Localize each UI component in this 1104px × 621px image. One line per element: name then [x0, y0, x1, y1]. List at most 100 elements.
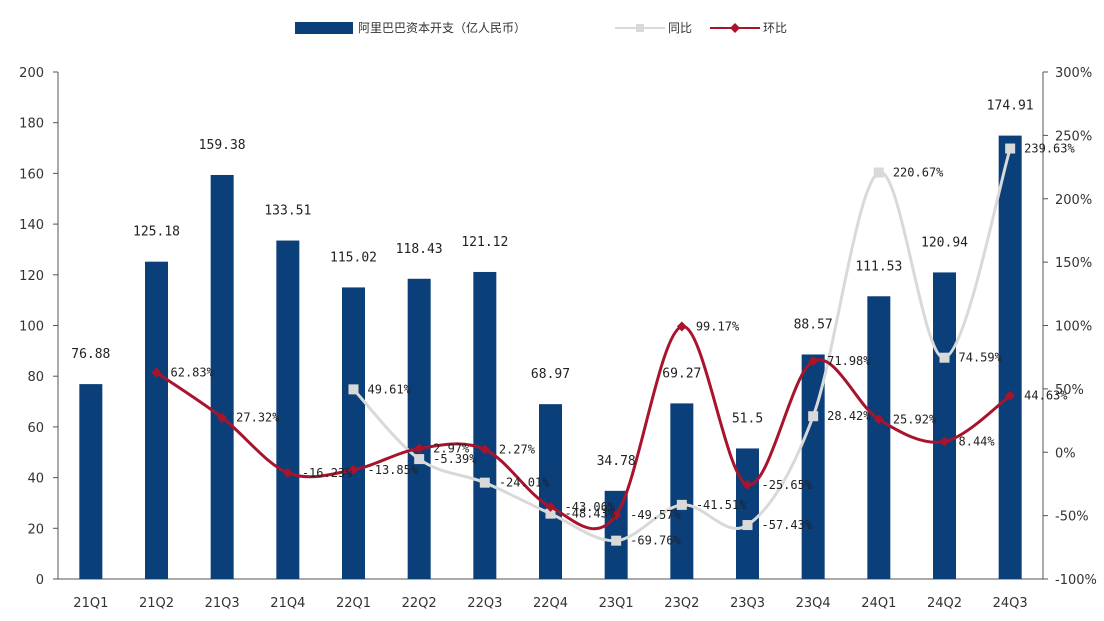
bar — [736, 448, 759, 579]
qoq-point-label: 8.44% — [959, 435, 996, 449]
left-tick-label: 160 — [19, 167, 44, 182]
yoy-point — [348, 384, 359, 395]
bar-value-label: 120.94 — [921, 235, 968, 250]
left-tick-label: 60 — [27, 421, 44, 436]
x-tick-label: 21Q3 — [205, 596, 240, 611]
yoy-point-label: 220.67% — [893, 166, 944, 180]
x-tick-label: 21Q1 — [73, 596, 108, 611]
qoq-point-label: 71.98% — [827, 354, 871, 368]
left-tick-label: 200 — [19, 66, 44, 81]
bar — [670, 403, 694, 579]
bar-value-label: 133.51 — [264, 204, 311, 219]
x-tick-label: 21Q4 — [270, 596, 305, 611]
qoq-point-label: -43.06% — [565, 500, 616, 514]
qoq-point-label: -49.57% — [630, 508, 681, 522]
bar — [801, 354, 825, 579]
bar — [867, 296, 891, 579]
left-tick-label: 20 — [27, 522, 44, 537]
right-tick-label: 0% — [1055, 446, 1076, 461]
qoq-point-label: -13.85% — [368, 463, 419, 477]
bar — [276, 240, 300, 579]
right-tick-label: 250% — [1055, 129, 1092, 144]
left-tick-label: 0 — [36, 573, 44, 588]
bar — [79, 384, 103, 579]
bar — [604, 490, 628, 579]
yoy-point — [676, 499, 687, 510]
yoy-point-label: 28.42% — [827, 409, 871, 423]
yoy-point-label: -5.39% — [433, 452, 477, 466]
bar — [210, 174, 234, 580]
qoq-point-label: 44.63% — [1024, 389, 1068, 403]
qoq-point-label: 27.32% — [236, 411, 280, 425]
yoy-point — [611, 535, 622, 546]
right-tick-label: 300% — [1055, 66, 1092, 81]
yoy-point — [742, 520, 753, 531]
yoy-point — [545, 508, 556, 519]
yoy-point — [808, 411, 819, 422]
yoy-point-label: 49.61% — [368, 382, 412, 396]
bar — [342, 287, 365, 579]
bar-value-label: 68.97 — [531, 367, 570, 382]
qoq-point — [676, 321, 687, 332]
yoy-point — [939, 352, 950, 363]
x-tick-label: 24Q3 — [993, 596, 1028, 611]
qoq-point — [151, 367, 162, 378]
x-tick-label: 21Q2 — [139, 596, 174, 611]
legend-yoy-marker — [636, 24, 644, 32]
qoq-point — [1005, 390, 1016, 401]
bar-value-label: 76.88 — [71, 347, 110, 362]
bar-value-label: 118.43 — [396, 242, 443, 257]
bar — [998, 135, 1022, 579]
bar-value-label: 88.57 — [794, 317, 833, 332]
bar-value-label: 69.27 — [662, 366, 701, 381]
x-tick-label: 22Q1 — [336, 596, 371, 611]
bar-value-label: 34.78 — [597, 454, 636, 469]
qoq-point — [282, 467, 293, 478]
yoy-point — [873, 167, 884, 178]
bar — [933, 272, 956, 579]
legend: 阿里巴巴资本开支（亿人民币） 同比 环比 — [295, 20, 787, 35]
x-tick-label: 23Q2 — [664, 596, 699, 611]
legend-qoq-marker — [730, 23, 740, 33]
qoq-point-label: 2.27% — [499, 442, 536, 456]
yoy-point-label: -48.43% — [565, 507, 616, 521]
bar — [473, 271, 497, 579]
qoq-point — [742, 479, 753, 490]
left-tick-label: 180 — [19, 117, 44, 132]
yoy-point-label: 74.59% — [959, 351, 1003, 365]
legend-yoy-label: 同比 — [668, 21, 692, 35]
right-tick-label: 50% — [1055, 383, 1084, 398]
bar — [145, 261, 168, 579]
qoq-point-label: 62.83% — [171, 366, 215, 380]
bar-value-label: 159.38 — [199, 138, 246, 153]
right-tick-label: 200% — [1055, 193, 1092, 208]
x-tick-label: 22Q3 — [467, 596, 502, 611]
yoy-point-label: 239.63% — [1024, 142, 1075, 156]
qoq-point — [873, 414, 884, 425]
qoq-point — [808, 356, 819, 367]
qoq-point — [217, 412, 228, 423]
right-tick-label: 100% — [1055, 320, 1092, 335]
qoq-point — [479, 444, 490, 455]
bar-value-label: 51.5 — [732, 411, 763, 426]
yoy-point-label: -41.51% — [696, 498, 747, 512]
x-tick-label: 23Q1 — [599, 596, 634, 611]
qoq-point — [348, 464, 359, 475]
bar-value-label: 174.91 — [987, 99, 1034, 114]
left-tick-label: 120 — [19, 269, 44, 284]
yoy-point — [414, 454, 425, 465]
qoq-point — [545, 501, 556, 512]
legend-bar-label: 阿里巴巴资本开支（亿人民币） — [358, 20, 526, 35]
x-tick-label: 22Q4 — [533, 596, 568, 611]
left-tick-label: 100 — [19, 320, 44, 335]
bar-value-label: 111.53 — [855, 259, 902, 274]
qoq-point-label: -16.23% — [302, 466, 353, 480]
qoq-point-label: 2.97% — [433, 441, 470, 455]
legend-qoq-label: 环比 — [763, 21, 787, 35]
yoy-point — [479, 477, 490, 488]
bar-value-label: 115.02 — [330, 250, 377, 265]
bar-value-label: 125.18 — [133, 225, 180, 240]
yoy-point-label: -69.76% — [630, 534, 681, 548]
yoy-point-label: -24.01% — [499, 476, 550, 490]
